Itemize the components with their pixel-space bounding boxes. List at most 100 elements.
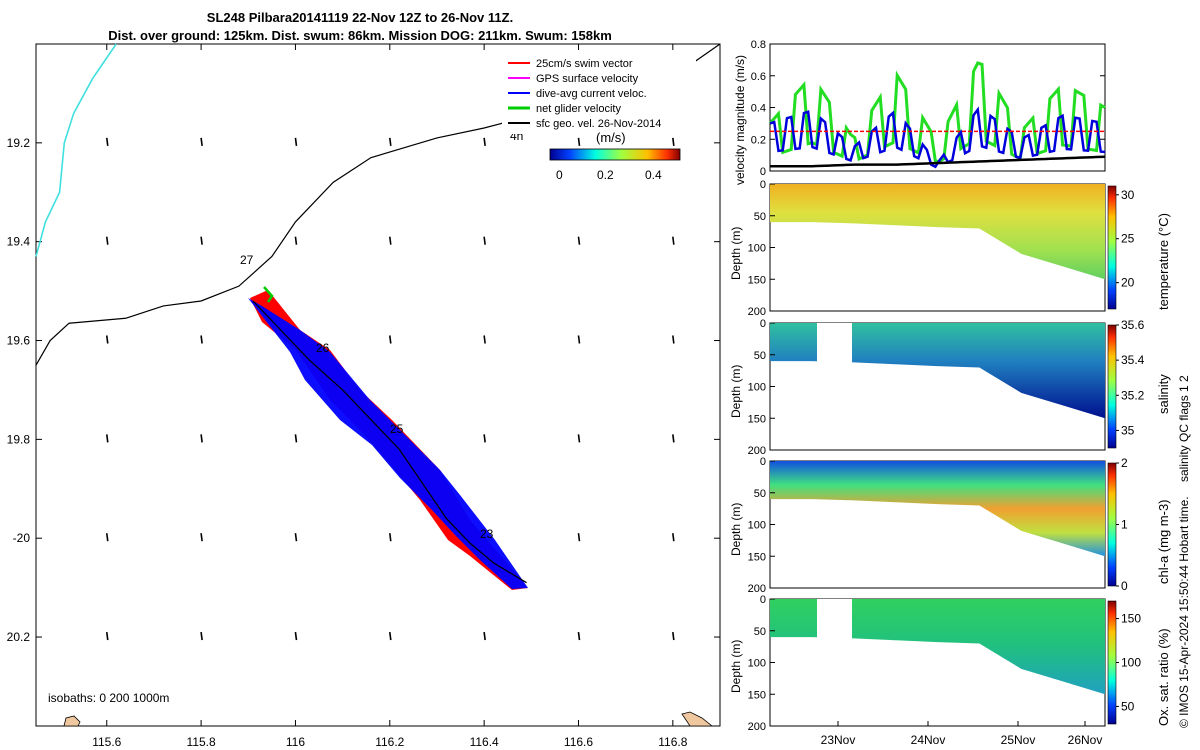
- land-patch-west: [63, 715, 81, 727]
- geo-velocity-arrow: [672, 434, 675, 443]
- isobaths-label: isobaths: 0 200 1000m: [48, 691, 169, 705]
- map-lat-tick-label: 20.2: [7, 630, 31, 644]
- colorbar-tick-label: 1: [1121, 518, 1128, 532]
- temperature-depth-ylabel: Depth (m): [729, 226, 743, 280]
- salinity-qc-note: salinity QC flags 1 2: [1177, 375, 1191, 482]
- geo-velocity-arrow: [577, 137, 581, 146]
- section-data-field: [770, 323, 1105, 419]
- map-axes-frame: [35, 43, 721, 727]
- depth-tick-label: 0: [760, 594, 766, 606]
- depth-tick-label: 150: [748, 689, 766, 701]
- track-time-label-27: 27: [240, 253, 254, 267]
- glider-track: [252, 300, 527, 584]
- colorbar-tick-label: 35.4: [1121, 353, 1145, 367]
- geo-velocity-arrow: [388, 335, 392, 344]
- legend-label-geo: sfc geo. vel. 26-Nov-2014: [536, 118, 661, 130]
- colorbar-tick-label: 2: [1121, 456, 1128, 470]
- section-panel-oxygen: 0 50 100 150 200 50 100 150: [748, 594, 1142, 733]
- geo-velocity-arrow: [294, 137, 298, 146]
- section-colorbar: [1107, 600, 1117, 725]
- depth-tick-label: 50: [754, 211, 766, 223]
- velocity-ylabel: velocity magnitude (m/s): [733, 54, 747, 185]
- geo-velocity-arrow: [200, 137, 203, 146]
- legend-label-gps: GPS surface velocity: [536, 73, 639, 85]
- geo-velocity-arrow: [672, 631, 675, 641]
- geo-velocity-arrow: [483, 137, 486, 146]
- geo-velocity-arrow: [294, 533, 298, 542]
- depth-tick-label: 200: [748, 306, 766, 318]
- section-panel-temperature: 0 50 100 150 200 20 25 30: [748, 179, 1135, 318]
- colorbar-tick-label: 35.6: [1121, 318, 1145, 332]
- velocity-ytick-label: 0.2: [751, 134, 766, 146]
- map-lon-tick-label: 116.2: [375, 735, 404, 749]
- velocity-series: [768, 61, 1106, 169]
- map-lon-tick-label: 116.6: [564, 735, 593, 749]
- velocity-ytick-label: 0.8: [751, 39, 766, 51]
- map-colorbar-tick-2: 0.4: [645, 168, 662, 182]
- salinity-depth-ylabel: Depth (m): [729, 364, 743, 418]
- map-lat-tick-label: 19.4: [7, 235, 31, 249]
- chart-title-line2: Dist. over ground: 125km. Dist. swum: 86…: [108, 28, 612, 43]
- colorbar-tick-label: 30: [1121, 188, 1135, 202]
- velocity-series-line: [770, 155, 1106, 168]
- geo-velocity-arrow: [105, 236, 109, 245]
- geo-velocity-arrow: [388, 236, 392, 245]
- track-time-label-26: 26: [316, 341, 330, 355]
- depth-tick-label: 50: [754, 350, 766, 362]
- surface-geo-velocity-arrows: [105, 137, 675, 641]
- section-panels: 0501001502002025300501001502003535.235.4…: [748, 179, 1145, 733]
- track-time-label-23: 23: [480, 527, 494, 541]
- map-colorbar: [549, 148, 681, 161]
- colorbar-tick-label: 150: [1121, 612, 1141, 626]
- track-time-label-25: 25: [390, 422, 404, 436]
- section-colorbar: [1107, 185, 1117, 310]
- depth-tick-label: 150: [748, 551, 766, 563]
- oxygen-depth-ylabel: Depth (m): [729, 639, 743, 693]
- colorbar-tick-label: 35: [1121, 423, 1135, 437]
- velocity-ytick-label: 0: [760, 166, 766, 178]
- geo-velocity-arrow: [577, 631, 581, 641]
- section-panel-chla: 0 50 100 150 200 0 1 2: [748, 456, 1128, 595]
- depth-tick-label: 0: [760, 179, 766, 191]
- net-velocity-marker: [263, 286, 274, 303]
- depth-tick-label: 150: [748, 413, 766, 425]
- geo-velocity-arrow: [105, 137, 109, 146]
- geo-velocity-arrow: [483, 434, 486, 443]
- map-lon-tick-label: 116: [286, 735, 305, 749]
- copyright-footer: © IMOS 15-Apr-2024 15:50:44 Hobart time.: [1177, 496, 1191, 728]
- time-tick-label: 25Nov: [1001, 733, 1036, 747]
- map-colorbar-tick-0: 0: [556, 168, 563, 182]
- velocity-ytick-label: 0.4: [751, 103, 766, 115]
- velocity-ytick-label: 0.6: [751, 71, 766, 83]
- oxygen-cbar-label: Ox. sat. ratio (%): [1156, 628, 1171, 726]
- geo-velocity-arrow: [200, 335, 203, 344]
- geo-velocity-arrow: [577, 434, 581, 443]
- colorbar-tick-label: 0: [1121, 579, 1128, 593]
- depth-tick-label: 50: [754, 626, 766, 638]
- chla-depth-ylabel: Depth (m): [729, 502, 743, 556]
- depth-tick-label: 150: [748, 274, 766, 286]
- depth-tick-label: 100: [748, 658, 766, 670]
- depth-tick-label: 200: [748, 445, 766, 457]
- geo-velocity-arrow: [294, 631, 298, 641]
- geo-velocity-arrow: [483, 631, 486, 641]
- map-lat-tick-label: 19.8: [7, 432, 31, 446]
- velocity-yticks: 0 0.2 0.4 0.6 0.8: [751, 39, 1105, 178]
- depth-tick-label: 100: [748, 382, 766, 394]
- salinity-cbar-label: salinity: [1156, 374, 1171, 414]
- current-vector-band: [248, 298, 528, 589]
- geo-velocity-arrow: [577, 335, 581, 344]
- map-lon-tick-label: 116.8: [658, 735, 687, 749]
- geo-velocity-arrow: [105, 434, 109, 443]
- geo-velocity-arrow: [672, 533, 675, 542]
- geo-velocity-arrow: [294, 236, 298, 245]
- colorbar-tick-label: 20: [1121, 276, 1135, 290]
- map-lat-tick-label: -20: [13, 531, 31, 545]
- map-ticks: 115.6 115.8 116 116.2 116.4 116.6 116.8 19.2 19.…: [7, 44, 720, 749]
- geo-velocity-arrow: [577, 236, 581, 245]
- land-patch-east: [681, 711, 714, 727]
- depth-tick-label: 200: [748, 721, 766, 733]
- map-lat-tick-label: 19.2: [7, 136, 31, 150]
- map-legend: 25cm/s swim vector GPS surface velocity …: [502, 52, 696, 134]
